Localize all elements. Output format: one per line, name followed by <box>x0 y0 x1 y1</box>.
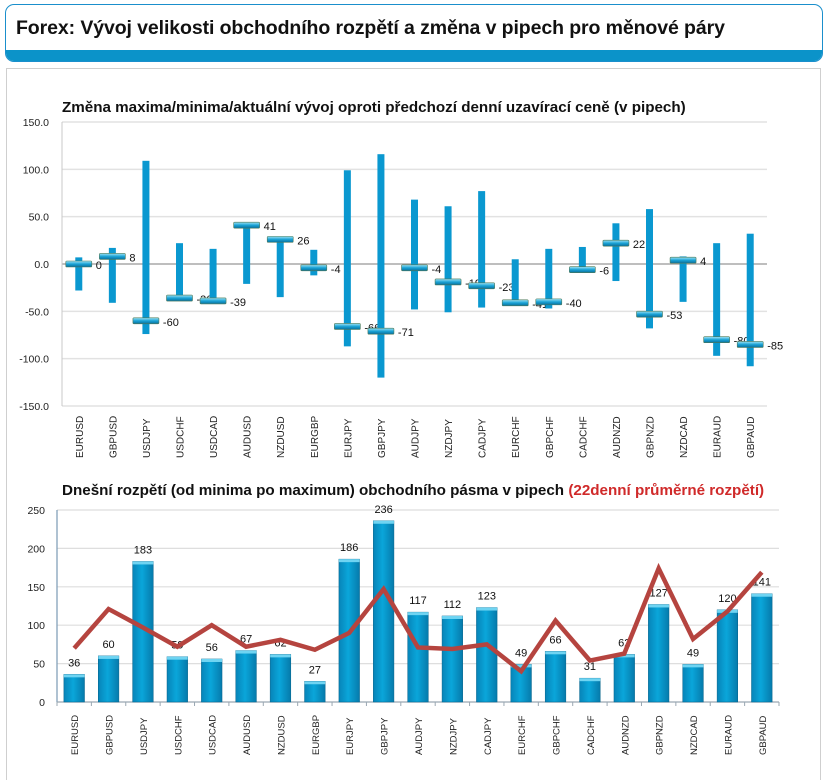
chart1-title: Změna maxima/minima/aktuální vývoj oprot… <box>62 99 686 116</box>
charts-panel <box>6 68 821 780</box>
chart2-title: Dnešní rozpětí (od minima po maximum) ob… <box>62 482 764 499</box>
page-title: Forex: Vývoj velikosti obchodního rozpět… <box>16 17 725 40</box>
chart2-title-main: Dnešní rozpětí (od minima po maximum) ob… <box>62 482 564 499</box>
header-panel: Forex: Vývoj velikosti obchodního rozpět… <box>5 4 823 62</box>
header-accent-band <box>6 50 822 61</box>
chart2-title-highlight: (22denní průměrné rozpětí) <box>568 482 764 499</box>
